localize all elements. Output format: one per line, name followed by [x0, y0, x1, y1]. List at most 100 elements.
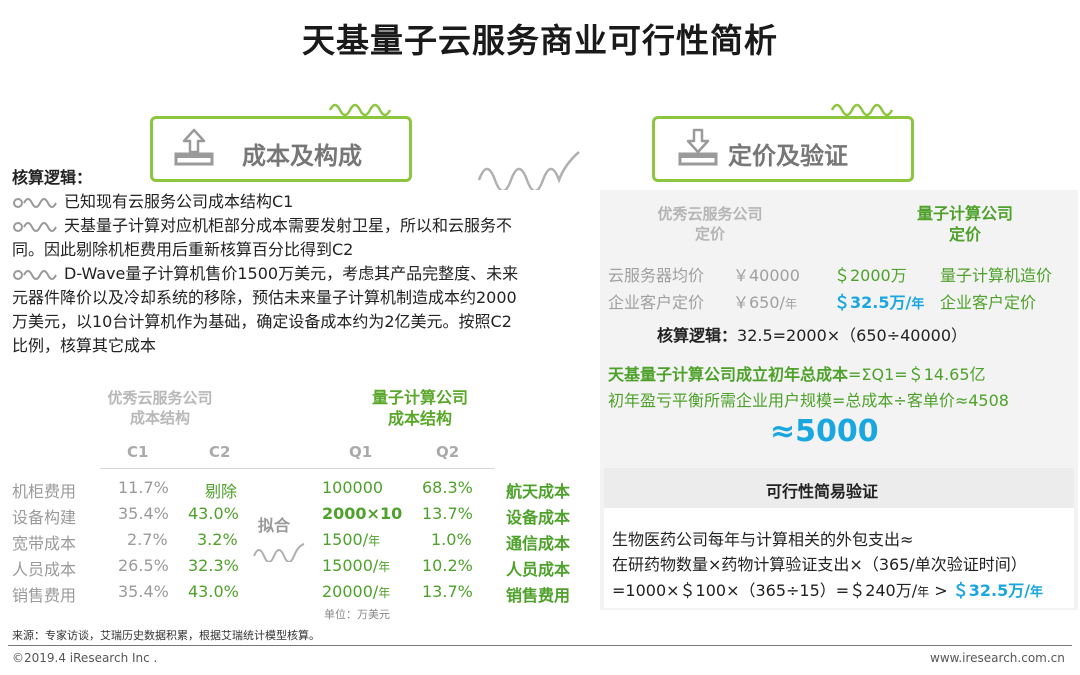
- logic-bullet-1-text: 已知现有云服务公司成本结构C1: [64, 192, 294, 211]
- verify-line1: 生物医药公司每年与计算相关的外包支出≈: [612, 530, 914, 549]
- logic-bullet-3-line2: 元器件降价以及冷却系统的移除，预估未来量子计算机制造成本约2000: [12, 288, 517, 307]
- verify-line3-gt: >: [929, 581, 953, 600]
- quantum-cost-header-line1: 量子计算公司: [371, 388, 468, 407]
- table-cell-qlabel: 人员成本: [506, 560, 571, 579]
- verify-title-bar: [604, 468, 1074, 508]
- logic-bullet-2-line2: 同。因此剔除机柜费用后重新核算百分比得到C2: [12, 240, 354, 259]
- table-cell-q1: 1500/年: [322, 530, 380, 549]
- table-cell-q1-unit: 年: [378, 560, 391, 574]
- fit-label: 拟合: [258, 516, 291, 535]
- pricing-row2-quantum-value: ＄32.5万/: [834, 293, 912, 312]
- table-cell-q2: 13.7%: [422, 504, 473, 523]
- cloud-cost-header: 优秀云服务公司 成本结构: [80, 388, 240, 428]
- cloud-cost-header-line1: 优秀云服务公司: [107, 389, 213, 407]
- squiggle-bullet-icon: [13, 198, 57, 208]
- verify-line2: 在研药物数量×药物计算验证支出×（365/单次验证时间）: [612, 555, 1027, 574]
- pricing-logic-formula: 32.5=2000×（650÷40000）: [737, 326, 968, 345]
- table-cell-c1: 35.4%: [118, 582, 169, 601]
- table-row-label: 宽带成本: [12, 534, 77, 553]
- table-header-rule: [100, 468, 495, 469]
- quantum-pricing-header-line1: 量子计算公司: [916, 204, 1013, 223]
- pricing-row2-cloud: ￥650/年: [733, 289, 797, 313]
- table-cell-q2: 13.7%: [422, 582, 473, 601]
- logic-bullet-3-line4: 比例，核算其它成本: [12, 336, 157, 355]
- page-title: 天基量子云服务商业可行性简析: [302, 21, 778, 60]
- unit-note: 单位：万美元: [324, 608, 390, 621]
- footer-website: www.iresearch.com.cn: [930, 651, 1065, 665]
- quantum-pricing-header-line2: 定价: [948, 225, 981, 244]
- pricing-row2-cloud-unit: 年: [784, 297, 797, 311]
- col-c1: C1: [127, 443, 149, 461]
- table-cell-qlabel: 通信成本: [506, 534, 571, 553]
- cloud-pricing-header-line2: 定价: [694, 225, 725, 243]
- table-cell-c2: 3.2%: [197, 530, 238, 549]
- verify-line3-formula: =1000×＄100×（365÷15）=＄240万/: [612, 581, 918, 600]
- pricing-row1-label: 云服务器均价: [608, 266, 705, 285]
- left-section-box: [150, 116, 412, 182]
- quantum-cost-header: 量子计算公司 成本结构: [340, 387, 500, 429]
- footer-copyright: ©2019.4 iResearch Inc .: [12, 651, 158, 665]
- logic-bullet-3: D-Wave量子计算机售价1500万美元，考虑其产品完整度、未来: [12, 262, 592, 286]
- upload-tray-icon: [174, 128, 214, 166]
- table-cell-qlabel: 设备成本: [506, 508, 571, 527]
- pricing-logic-label: 核算逻辑：: [657, 326, 738, 345]
- pricing-row2-note: 企业客户定价: [940, 293, 1037, 312]
- pricing-row1-quantum: ＄2000万: [834, 266, 907, 285]
- squiggle-bullet-icon: [13, 270, 57, 280]
- table-row-label: 设备构建: [12, 508, 77, 527]
- table-cell-q2: 68.3%: [422, 478, 473, 497]
- table-cell-c1: 11.7%: [118, 478, 169, 497]
- approx-users: ≈5000: [770, 414, 879, 449]
- table-cell-q1: 100000: [322, 478, 384, 497]
- pricing-row1-note: 量子计算机造价: [940, 266, 1053, 285]
- download-tray-icon: [678, 128, 718, 166]
- table-cell-q2: 10.2%: [422, 556, 473, 575]
- left-section-label: 成本及构成: [242, 142, 362, 170]
- logic-heading: 核算逻辑：: [12, 168, 93, 187]
- table-cell-q2: 1.0%: [431, 530, 472, 549]
- quantum-cost-header-line2: 成本结构: [387, 409, 452, 428]
- logic-bullet-2: 天基量子计算对应机柜部分成本需要发射卫星，所以和云服务不: [12, 214, 592, 238]
- verify-line3: =1000×＄100×（365÷15）=＄240万/年 > ＄32.5万/年: [612, 577, 1043, 601]
- pricing-row1-cloud: ￥40000: [733, 266, 800, 285]
- table-cell-q1: 15000/年: [322, 556, 390, 575]
- verify-line3-value-unit: 年: [1030, 585, 1044, 600]
- table-row-label: 机柜费用: [12, 482, 77, 501]
- header-squiggle-icon: [830, 103, 894, 116]
- total-cost-label: 天基量子计算公司成立初年总成本: [608, 365, 849, 384]
- verify-line3-unit: 年: [917, 585, 930, 599]
- table-row-label: 销售费用: [12, 586, 77, 605]
- left-section-header: 成本及构成: [150, 103, 412, 184]
- quantum-pricing-header: 量子计算公司 定价: [885, 203, 1045, 245]
- pricing-row2-cloud-value: ￥650/: [733, 293, 785, 312]
- pricing-logic: 核算逻辑：32.5=2000×（650÷40000）: [657, 322, 967, 346]
- table-cell-qlabel: 销售费用: [506, 586, 571, 605]
- breakeven-line: 初年盈亏平衡所需企业用户规模=总成本÷客单价≈4508: [608, 391, 1009, 410]
- logic-bullet-1: 已知现有云服务公司成本结构C1: [12, 190, 592, 214]
- col-q1: Q1: [349, 443, 373, 461]
- verify-title: 可行性简易验证: [766, 482, 879, 501]
- cloud-cost-header-line2: 成本结构: [129, 409, 190, 427]
- logic-text-block: 核算逻辑： 已知现有云服务公司成本结构C1 天基量子计算对应机柜部分成本需要发射…: [12, 166, 592, 358]
- table-cell-c2: 43.0%: [188, 504, 239, 523]
- table-cell-q1: 20000/年: [322, 582, 390, 601]
- table-cell-c2: 剔除: [205, 482, 238, 501]
- cloud-pricing-header: 优秀云服务公司 定价: [630, 204, 790, 244]
- table-cell-q1-value: 15000/: [322, 556, 379, 575]
- logic-bullet-2-line1: 天基量子计算对应机柜部分成本需要发射卫星，所以和云服务不: [64, 216, 513, 235]
- col-c2: C2: [209, 443, 231, 461]
- pricing-row2-label: 企业客户定价: [608, 293, 705, 312]
- cost-table: 机柜费用 11.7% 剔除 100000 68.3% 航天成本 设备构建 35.…: [0, 478, 600, 608]
- table-cell-q1: 2000×10: [322, 504, 403, 523]
- pricing-row2-quantum: ＄32.5万/年: [834, 289, 924, 313]
- right-section-label: 定价及验证: [728, 142, 848, 170]
- total-cost-line: 天基量子计算公司成立初年总成本=ΣQ1=＄14.65亿: [608, 361, 986, 385]
- cloud-pricing-header-line1: 优秀云服务公司: [657, 205, 763, 223]
- logic-bullet-3-line1: D-Wave量子计算机售价1500万美元，考虑其产品完整度、未来: [64, 264, 519, 283]
- table-cell-qlabel: 航天成本: [506, 482, 571, 501]
- table-cell-q1-unit: 年: [378, 586, 391, 600]
- table-cell-q1-value: 1500/: [322, 530, 369, 549]
- table-cell-c1: 2.7%: [127, 530, 168, 549]
- table-cell-c1: 35.4%: [118, 504, 169, 523]
- table-cell-q1-value: 20000/: [322, 582, 379, 601]
